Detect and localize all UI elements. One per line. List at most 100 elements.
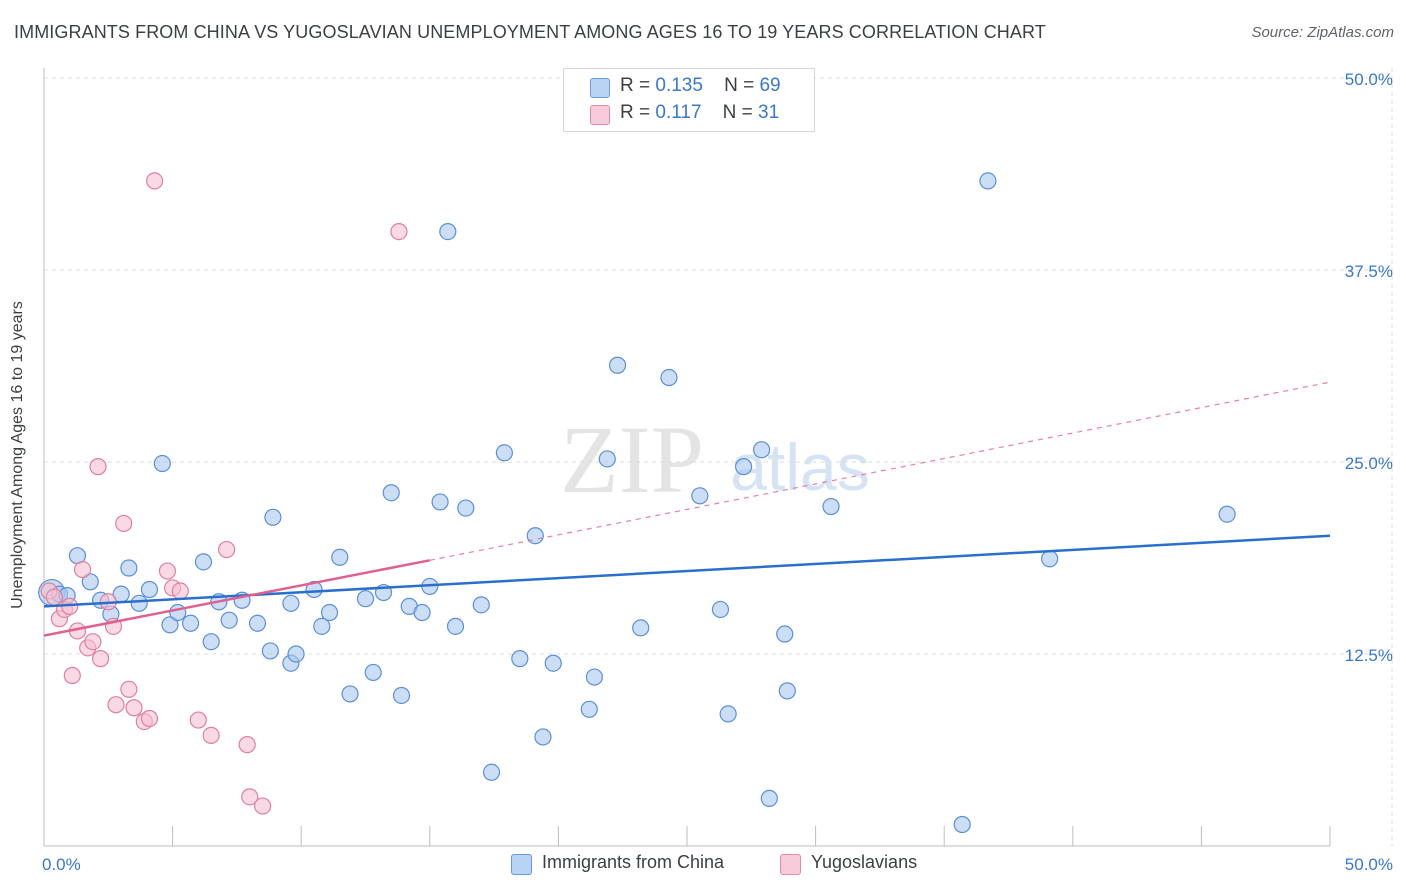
yugoslavian-trend-line <box>43 559 431 637</box>
correlation-legend: R = 0.135 N = 69 R = 0.117 N = 31 <box>563 68 815 132</box>
china-point <box>534 728 552 746</box>
yugoslavian-trend-extension <box>429 381 1331 561</box>
china-point <box>248 614 267 632</box>
axes <box>43 68 1331 847</box>
china-point <box>526 527 544 545</box>
yugoslavian-point <box>84 633 102 651</box>
y-tick-label: 50.0% <box>1345 70 1393 89</box>
china-point <box>320 603 339 622</box>
bottom-swatch-china <box>511 854 532 875</box>
china-point <box>776 625 794 643</box>
china-point <box>169 603 187 622</box>
chart-title: IMMIGRANTS FROM CHINA VS YUGOSLAVIAN UNE… <box>14 22 1046 42</box>
china-point <box>331 548 349 566</box>
watermark-zip: ZIP <box>560 406 704 513</box>
yugoslavian-point <box>73 560 92 579</box>
watermark-atlas: atlas <box>730 430 869 504</box>
china-point <box>660 368 678 387</box>
china-point <box>495 444 513 462</box>
china-point <box>598 450 616 468</box>
china-point <box>446 617 465 635</box>
yugoslavian-point <box>120 680 138 698</box>
legend-r-label: R = <box>620 75 651 96</box>
china-point <box>313 617 331 635</box>
yugoslavian-point <box>202 726 220 745</box>
yugoslavian-point <box>145 172 164 190</box>
yugoslavian-point <box>107 696 125 714</box>
china-point <box>364 663 382 682</box>
source-label: Source: ZipAtlas.com <box>1251 24 1394 41</box>
china-point <box>140 580 159 599</box>
legend-text-yugo: R = 0.117 N = 31 <box>620 102 779 124</box>
legend-swatch-china <box>590 78 610 98</box>
china-point <box>472 596 490 614</box>
china-point <box>544 654 562 672</box>
china-point <box>511 650 529 668</box>
yugoslavian-point <box>63 666 81 685</box>
china-point <box>953 815 971 834</box>
china-point <box>457 499 475 517</box>
china-point <box>130 594 148 612</box>
yugoslavian-point <box>189 711 207 729</box>
china-point <box>182 614 200 632</box>
china-point <box>305 580 323 599</box>
china-point <box>287 645 305 663</box>
bottom-swatch-yugo <box>780 854 801 875</box>
china-point <box>282 594 300 612</box>
legend-r-value-yugo: 0.117 <box>655 102 702 123</box>
china-point <box>1041 550 1059 568</box>
yugoslavian-point <box>91 650 110 668</box>
y-tick-label: 12.5% <box>1345 646 1393 665</box>
x-tick-label: 50.0% <box>1345 855 1393 874</box>
legend-n-label: N = <box>722 102 753 123</box>
china-point <box>264 508 282 526</box>
yugoslavian-point <box>115 514 133 533</box>
china-point <box>356 590 375 608</box>
china-point <box>822 497 840 516</box>
y-axis-label: Unemployment Among Ages 16 to 19 years <box>9 301 26 609</box>
x-tick-label: 0.0% <box>42 855 81 874</box>
china-point <box>482 763 501 781</box>
legend-n-value-china: 69 <box>759 75 781 96</box>
china-point <box>392 686 411 705</box>
yugoslavian-point <box>241 788 259 806</box>
yugoslavian-point <box>158 562 177 580</box>
legend-n-label: N = <box>724 75 755 96</box>
china-trend-line <box>43 534 1331 608</box>
china-point <box>341 685 359 703</box>
china-point <box>194 553 213 571</box>
china-point <box>382 484 400 502</box>
china-point <box>120 559 138 577</box>
legend-swatch-yugo <box>590 105 610 125</box>
china-point <box>691 487 709 505</box>
yugoslavian-point <box>254 797 272 815</box>
legend-text-china: R = 0.135 N = 69 <box>620 75 781 97</box>
yugoslavian-points <box>40 172 408 815</box>
yugoslavian-point <box>140 709 159 728</box>
legend-r-label: R = <box>620 102 651 123</box>
yugoslavian-point <box>89 458 107 476</box>
legend-n-value-yugo: 31 <box>758 102 780 123</box>
bottom-legend-china-label: Immigrants from China <box>542 852 725 872</box>
china-point <box>719 705 737 723</box>
china-point <box>778 682 796 700</box>
china-point <box>261 642 279 660</box>
china-point <box>153 454 171 473</box>
china-point <box>734 458 753 476</box>
y-tick-label: 37.5% <box>1345 262 1393 281</box>
china-point <box>431 493 449 511</box>
yugoslavian-point <box>218 540 236 559</box>
bottom-legend-yugo-label: Yugoslavians <box>811 852 918 872</box>
china-point <box>608 356 627 374</box>
china-point <box>979 172 997 190</box>
trend-lines <box>43 381 1331 637</box>
china-point <box>413 603 431 622</box>
tick-labels: 12.5% 25.0% 37.5% 50.0% 0.0% 50.0% <box>42 70 1393 874</box>
yugoslavian-point <box>171 582 189 600</box>
china-point <box>439 223 457 241</box>
china-points <box>38 172 1236 834</box>
china-point <box>220 611 238 629</box>
yugoslavian-point <box>125 699 143 717</box>
china-point <box>1218 505 1236 523</box>
